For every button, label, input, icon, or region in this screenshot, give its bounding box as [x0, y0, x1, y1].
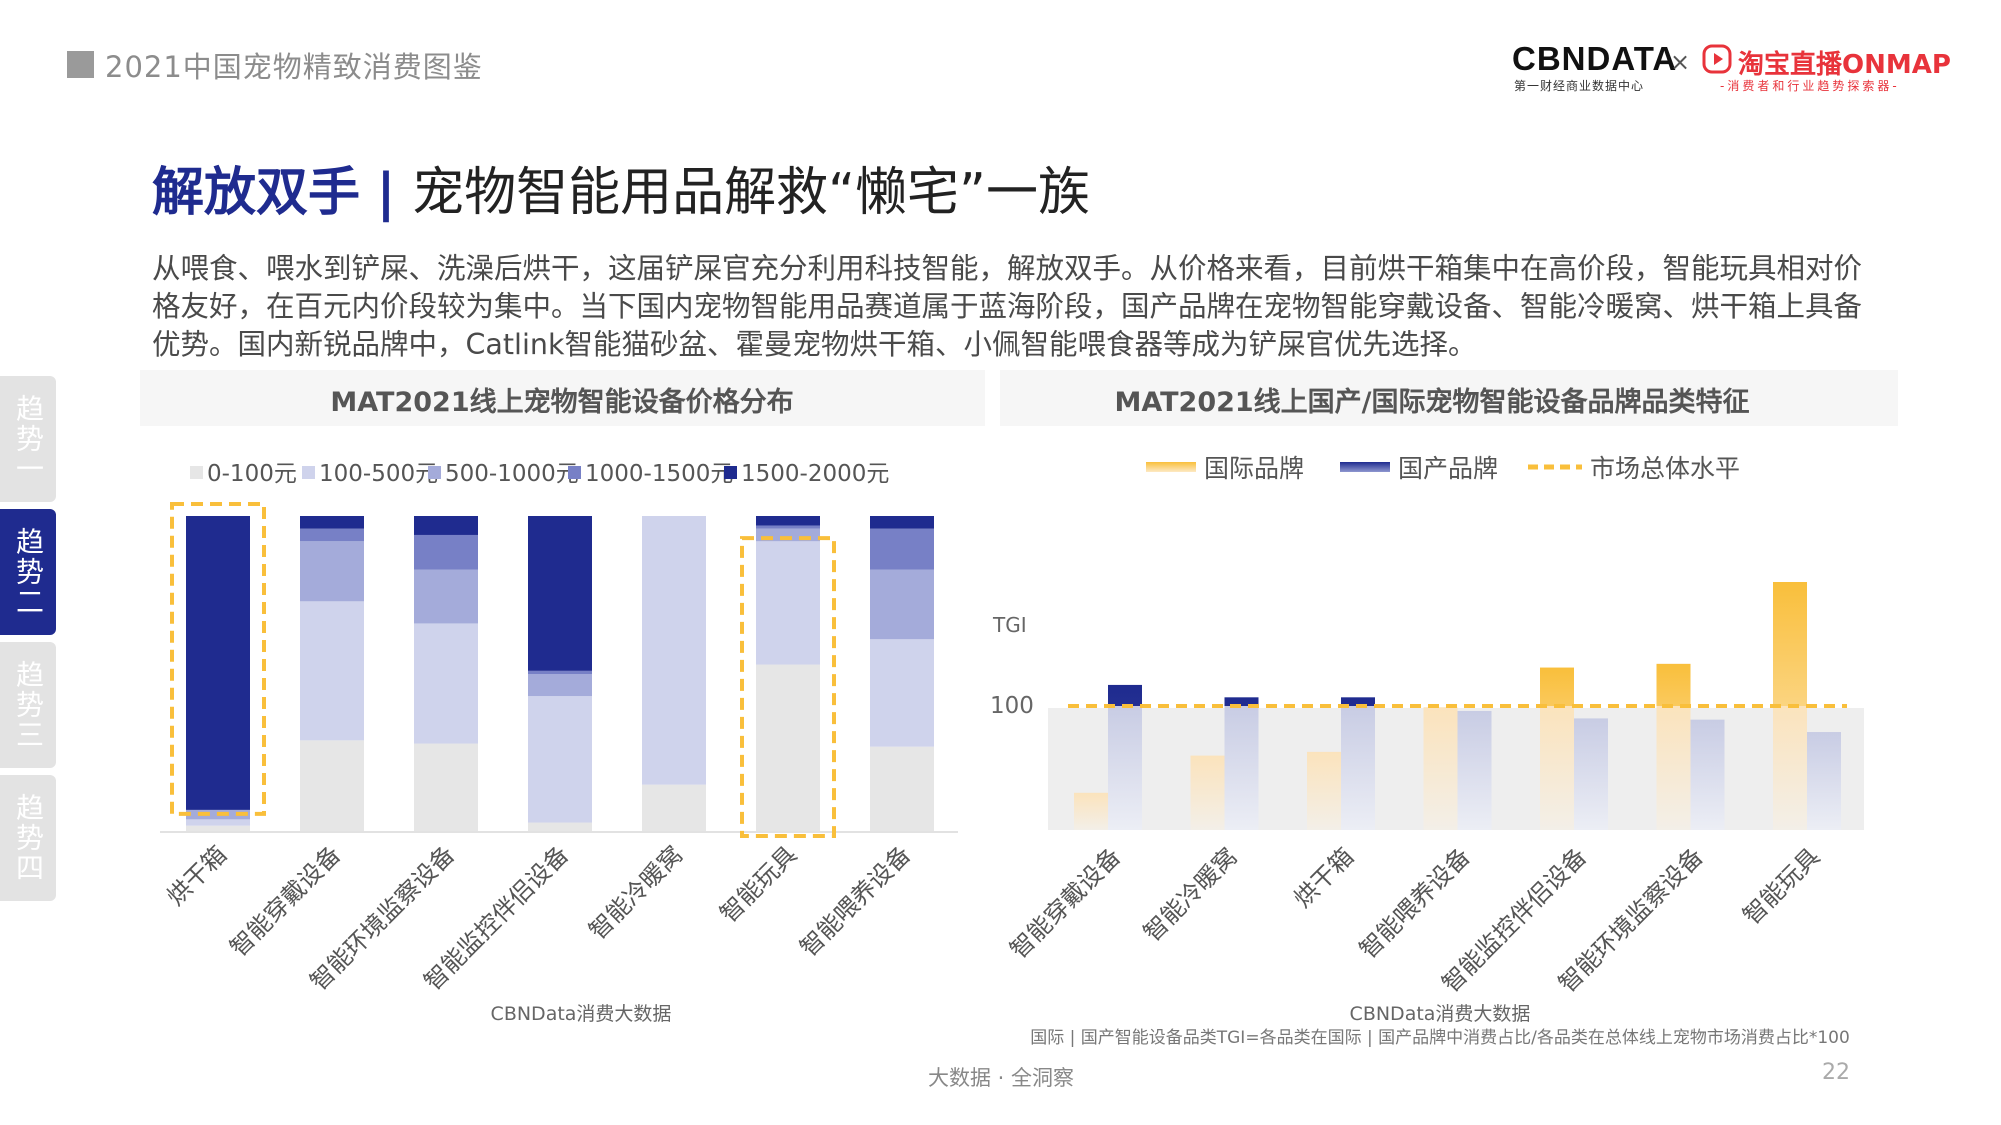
legend-swatch	[302, 466, 315, 479]
side-tab-trend-2[interactable]: 趋势二	[0, 509, 56, 635]
bar-segment	[528, 822, 592, 832]
highlight-box	[170, 502, 266, 816]
x-tick-label: 智能冷暖窝	[584, 840, 689, 945]
chart1-highlights	[170, 502, 836, 838]
legend-label: 500-1000元	[445, 461, 579, 487]
x-tick-label: 烘干箱	[162, 840, 233, 911]
bar-segment	[414, 743, 478, 832]
bar-segment	[186, 516, 250, 810]
bar-segment	[756, 525, 820, 529]
side-tab-trend-4[interactable]: 趋势四	[0, 775, 56, 901]
bar-segment	[870, 746, 934, 832]
bar-segment	[528, 696, 592, 823]
page-title: 解放双手 | 宠物智能用品解救“懒宅”一族	[152, 150, 1090, 225]
chart1-source: CBNData消费大数据	[491, 1003, 672, 1025]
logo-times-sign: ×	[1670, 48, 1691, 76]
bar-segment	[756, 664, 820, 832]
side-tab-label: 趋势二	[12, 527, 45, 617]
bar-segment	[528, 674, 592, 697]
taobao-live-logo: 淘宝直播ONMAP	[1738, 50, 1951, 80]
legend-swatch	[428, 466, 441, 479]
page-number: 22	[1822, 1060, 1850, 1085]
bar-segment	[300, 528, 364, 542]
bar-segment	[756, 516, 820, 526]
bar-segment	[414, 516, 478, 535]
bar-segment	[186, 825, 250, 832]
title-text: 宠物智能用品解救“懒宅”一族	[412, 163, 1090, 223]
chart1-title: MAT2021线上宠物智能设备价格分布	[330, 386, 793, 418]
x-tick-label: 智能穿戴设备	[225, 840, 347, 962]
bar-segment	[186, 819, 250, 826]
bar-segment	[414, 534, 478, 570]
title-separator: |	[376, 163, 396, 223]
legend-label: 0-100元	[207, 461, 297, 487]
bar-segment	[642, 784, 706, 832]
bar-segment	[870, 639, 934, 747]
title-highlight: 解放双手	[152, 163, 361, 223]
footer-slogan: 大数据 · 全洞察	[928, 1066, 1075, 1090]
bar-segment	[300, 516, 364, 529]
taobao-live-logo-subtitle: -消费者和行业趋势探索器-	[1720, 79, 1900, 93]
legend-swatch	[724, 466, 737, 479]
bar-segment	[870, 528, 934, 570]
bar-segment	[300, 541, 364, 602]
x-tick-label: 智能玩具	[715, 840, 803, 928]
chart1-legend: 0-100元 100-500元 500-1000元 1000-1500元 1500-20…	[190, 461, 889, 487]
side-tab-trend-3[interactable]: 趋势三	[0, 642, 56, 768]
side-tab-label: 趋势一	[12, 394, 45, 484]
intro-paragraph: 从喂食、喂水到铲屎、洗澡后烘干，这届铲屎官充分利用科技智能，解放双手。从价格来看…	[152, 252, 1863, 361]
report-title: 2021中国宠物精致消费图鉴	[105, 50, 483, 84]
side-tab-label: 趋势三	[12, 660, 45, 750]
bar-segment	[642, 516, 706, 785]
play-circle-icon	[1702, 44, 1732, 74]
highlight-box	[740, 536, 836, 838]
x-tick-label: 智能喂养设备	[795, 840, 917, 962]
cbndata-logo: CBNDATA	[1512, 40, 1678, 77]
legend-label: 1500-2000元	[741, 461, 889, 487]
bar-segment	[528, 670, 592, 674]
legend-label: 1000-1500元	[585, 461, 733, 487]
bar-segment	[414, 569, 478, 624]
legend-swatch	[190, 466, 203, 479]
bar-segment	[300, 601, 364, 741]
bar-segment	[870, 516, 934, 529]
legend-label: 100-500元	[319, 461, 438, 487]
bar-segment	[300, 740, 364, 832]
chart1-bars	[186, 516, 934, 832]
side-tab-label: 趋势四	[12, 793, 45, 883]
legend-swatch	[568, 466, 581, 479]
bar-segment	[756, 541, 820, 665]
cbndata-logo-subtitle: 第一财经商业数据中心	[1514, 79, 1645, 93]
bar-segment	[528, 516, 592, 671]
bar-segment	[870, 569, 934, 640]
side-tab-trend-1[interactable]: 趋势一	[0, 376, 56, 502]
bar-segment	[414, 623, 478, 744]
header-square-icon	[67, 51, 94, 78]
